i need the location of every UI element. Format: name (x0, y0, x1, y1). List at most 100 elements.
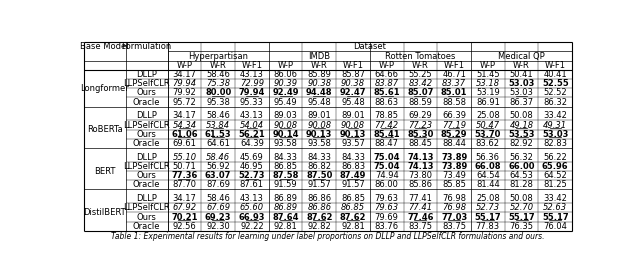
Text: 56.21: 56.21 (239, 130, 265, 139)
Text: 55.17: 55.17 (508, 213, 535, 222)
Text: 92.49: 92.49 (272, 88, 299, 97)
Text: 53.19: 53.19 (476, 88, 500, 97)
Text: 86.32: 86.32 (543, 98, 567, 106)
Text: W-F1: W-F1 (241, 61, 262, 70)
Text: BERT: BERT (94, 167, 115, 175)
Text: 73.89: 73.89 (441, 153, 467, 162)
Text: 80.00: 80.00 (205, 88, 231, 97)
Text: 67.69: 67.69 (206, 204, 230, 212)
Text: 90.08: 90.08 (273, 120, 298, 130)
Text: Hyperpartisan: Hyperpartisan (188, 51, 248, 60)
Text: W-R: W-R (210, 61, 227, 70)
Text: W-P: W-P (480, 61, 496, 70)
Text: 72.99: 72.99 (240, 79, 264, 88)
Text: 49.18: 49.18 (509, 120, 534, 130)
Text: 85.29: 85.29 (441, 130, 467, 139)
Text: 91.57: 91.57 (307, 180, 331, 189)
Text: 86.85: 86.85 (341, 194, 365, 203)
Text: DLLP: DLLP (136, 194, 157, 203)
Text: 87.61: 87.61 (240, 180, 264, 189)
Text: 85.85: 85.85 (442, 180, 466, 189)
Text: Dataset: Dataset (353, 42, 387, 51)
Text: 82.83: 82.83 (543, 139, 567, 148)
Text: 34.17: 34.17 (173, 70, 196, 79)
Text: 83.42: 83.42 (408, 79, 433, 88)
Text: DLLP: DLLP (136, 70, 157, 79)
Text: 56.36: 56.36 (476, 153, 500, 162)
Text: 64.39: 64.39 (240, 139, 264, 148)
Text: 73.49: 73.49 (442, 171, 466, 180)
Text: 74.13: 74.13 (407, 153, 434, 162)
Text: 92.81: 92.81 (341, 222, 365, 231)
Text: 86.91: 86.91 (476, 98, 500, 106)
Text: 64.61: 64.61 (206, 139, 230, 148)
Text: 86.85: 86.85 (341, 204, 365, 212)
Text: 91.59: 91.59 (274, 180, 298, 189)
Text: 92.30: 92.30 (206, 222, 230, 231)
Text: 92.81: 92.81 (274, 222, 298, 231)
Text: 50.08: 50.08 (509, 111, 533, 120)
Text: 92.56: 92.56 (173, 222, 196, 231)
Text: W-F1: W-F1 (444, 61, 465, 70)
Text: Ours: Ours (137, 213, 157, 222)
Text: 90.14: 90.14 (272, 130, 299, 139)
Text: 85.86: 85.86 (408, 180, 433, 189)
Text: 58.46: 58.46 (206, 194, 230, 203)
Text: W-P: W-P (177, 61, 193, 70)
Text: 77.23: 77.23 (408, 120, 433, 130)
Text: 79.69: 79.69 (375, 213, 399, 222)
Text: 25.08: 25.08 (476, 111, 500, 120)
Text: 90.38: 90.38 (307, 79, 332, 88)
Text: 67.92: 67.92 (172, 204, 196, 212)
Text: 88.63: 88.63 (374, 98, 399, 106)
Text: 86.86: 86.86 (307, 194, 332, 203)
Text: 52.73: 52.73 (476, 204, 500, 212)
Text: 69.23: 69.23 (205, 213, 232, 222)
Text: 87.49: 87.49 (340, 171, 366, 180)
Text: 50.71: 50.71 (173, 162, 196, 171)
Text: 66.93: 66.93 (239, 213, 265, 222)
Text: 50.47: 50.47 (476, 120, 500, 130)
Text: 83.37: 83.37 (442, 79, 466, 88)
Text: 77.83: 77.83 (476, 222, 500, 231)
Text: 70.21: 70.21 (171, 213, 198, 222)
Text: 90.13: 90.13 (306, 130, 332, 139)
Text: 77.03: 77.03 (441, 213, 467, 222)
Text: 53.70: 53.70 (475, 130, 501, 139)
Text: 76.35: 76.35 (509, 222, 534, 231)
Text: 76.98: 76.98 (442, 204, 466, 212)
Text: 54.04: 54.04 (240, 120, 264, 130)
Text: 64.53: 64.53 (509, 171, 534, 180)
Text: 69.29: 69.29 (408, 111, 432, 120)
Text: DLLP: DLLP (136, 153, 157, 162)
Text: 87.62: 87.62 (306, 213, 333, 222)
Text: 79.94: 79.94 (239, 88, 265, 97)
Text: 90.39: 90.39 (273, 79, 298, 88)
Text: 86.89: 86.89 (273, 204, 298, 212)
Text: 90.13: 90.13 (340, 130, 366, 139)
Text: Ours: Ours (137, 130, 157, 139)
Text: 52.63: 52.63 (543, 204, 567, 212)
Text: 73.89: 73.89 (441, 162, 467, 171)
Text: W-R: W-R (412, 61, 429, 70)
Text: 87.50: 87.50 (306, 171, 332, 180)
Text: 95.33: 95.33 (240, 98, 264, 106)
Text: Oracle: Oracle (133, 139, 161, 148)
Text: 87.58: 87.58 (273, 171, 299, 180)
Text: 75.38: 75.38 (206, 79, 230, 88)
Text: 85.89: 85.89 (307, 70, 332, 79)
Text: LLPSelfCLR: LLPSelfCLR (124, 120, 170, 130)
Text: RoBERTa: RoBERTa (87, 125, 123, 134)
Text: 95.48: 95.48 (341, 98, 365, 106)
Text: Formulation: Formulation (122, 42, 172, 51)
Text: 78.85: 78.85 (374, 111, 399, 120)
Text: 76.04: 76.04 (543, 222, 567, 231)
Text: 43.13: 43.13 (240, 111, 264, 120)
Text: IMDB: IMDB (308, 51, 330, 60)
Text: 86.83: 86.83 (341, 162, 365, 171)
Text: 34.17: 34.17 (173, 194, 196, 203)
Text: DistilBERT: DistilBERT (83, 208, 126, 217)
Text: 85.01: 85.01 (441, 88, 467, 97)
Text: 92.22: 92.22 (240, 222, 264, 231)
Text: 81.28: 81.28 (509, 180, 534, 189)
